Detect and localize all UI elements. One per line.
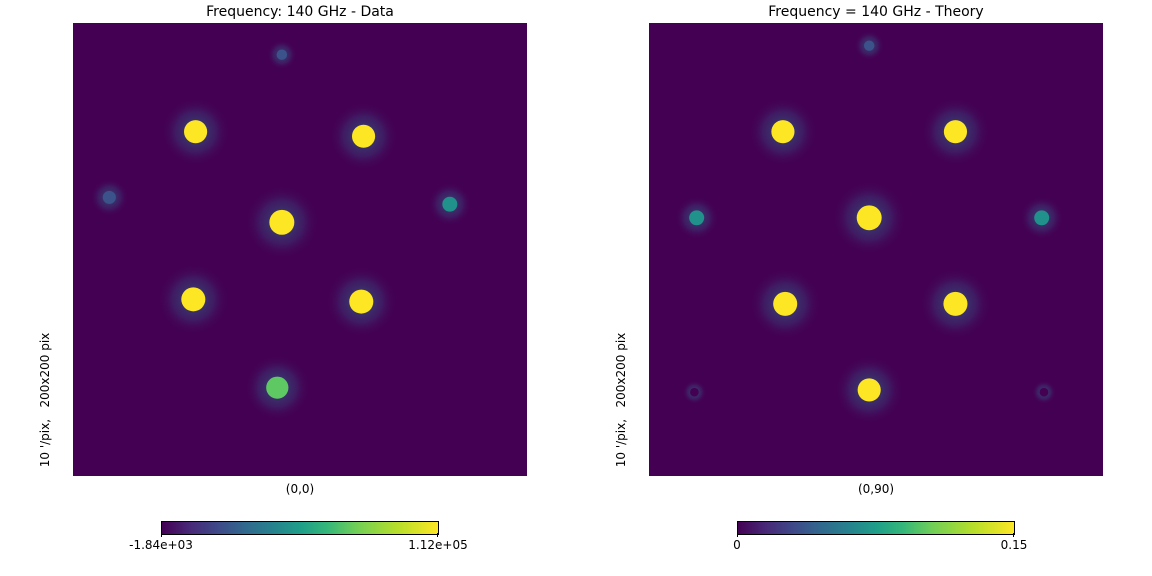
colorbar-tick-min xyxy=(161,533,162,537)
spot-core xyxy=(351,124,376,148)
spot-core xyxy=(102,190,116,204)
spot-core xyxy=(266,376,289,399)
healpix-map xyxy=(73,23,527,476)
spot-core xyxy=(269,209,295,235)
spot-core xyxy=(690,387,699,397)
spot-core xyxy=(276,49,288,60)
colorbar-min-label: 0 xyxy=(733,538,741,552)
spot-core xyxy=(943,120,968,144)
spot-core xyxy=(1039,387,1049,397)
chart-title: Frequency: 140 GHz - Data xyxy=(206,4,394,20)
panel-theory: Frequency = 140 GHz - Theory 10 '/pix, 2… xyxy=(576,0,1152,576)
colorbar xyxy=(161,521,439,535)
spot-core xyxy=(349,289,374,314)
colorbar-tick-max xyxy=(1013,533,1014,537)
coordinate-label: (0,90) xyxy=(857,482,895,496)
spot-core xyxy=(856,205,882,231)
panel-data: Frequency: 140 GHz - Data 10 '/pix, 200x… xyxy=(38,4,527,552)
y-axis-label: 10 '/pix, 200x200 pix xyxy=(614,332,628,468)
colorbar xyxy=(737,521,1015,535)
spot-core xyxy=(771,120,795,144)
spot-core xyxy=(943,291,968,316)
spot-core xyxy=(857,378,881,402)
spot-core xyxy=(184,120,208,144)
spot-core xyxy=(863,40,875,51)
colorbar-tick-min xyxy=(737,533,738,537)
healpix-map xyxy=(649,23,1103,476)
spot-core xyxy=(1034,210,1050,226)
coordinate-label: (0,0) xyxy=(285,482,315,496)
spot-core xyxy=(773,291,798,316)
chart-title: Frequency = 140 GHz - Theory xyxy=(768,4,984,20)
colorbar-tick-max xyxy=(437,533,438,537)
heatmap-svg xyxy=(675,31,1064,424)
colorbar-max-label: 1.12e+05 xyxy=(408,538,468,552)
spot-core xyxy=(442,196,458,212)
y-axis-label: 10 '/pix, 200x200 pix xyxy=(38,332,52,468)
colorbar-max-label: 0.15 xyxy=(1000,538,1028,552)
spot-core xyxy=(181,287,206,312)
colorbar-min-label: -1.84e+03 xyxy=(129,538,193,552)
spot-core xyxy=(689,210,705,226)
heatmap-svg xyxy=(90,40,472,420)
